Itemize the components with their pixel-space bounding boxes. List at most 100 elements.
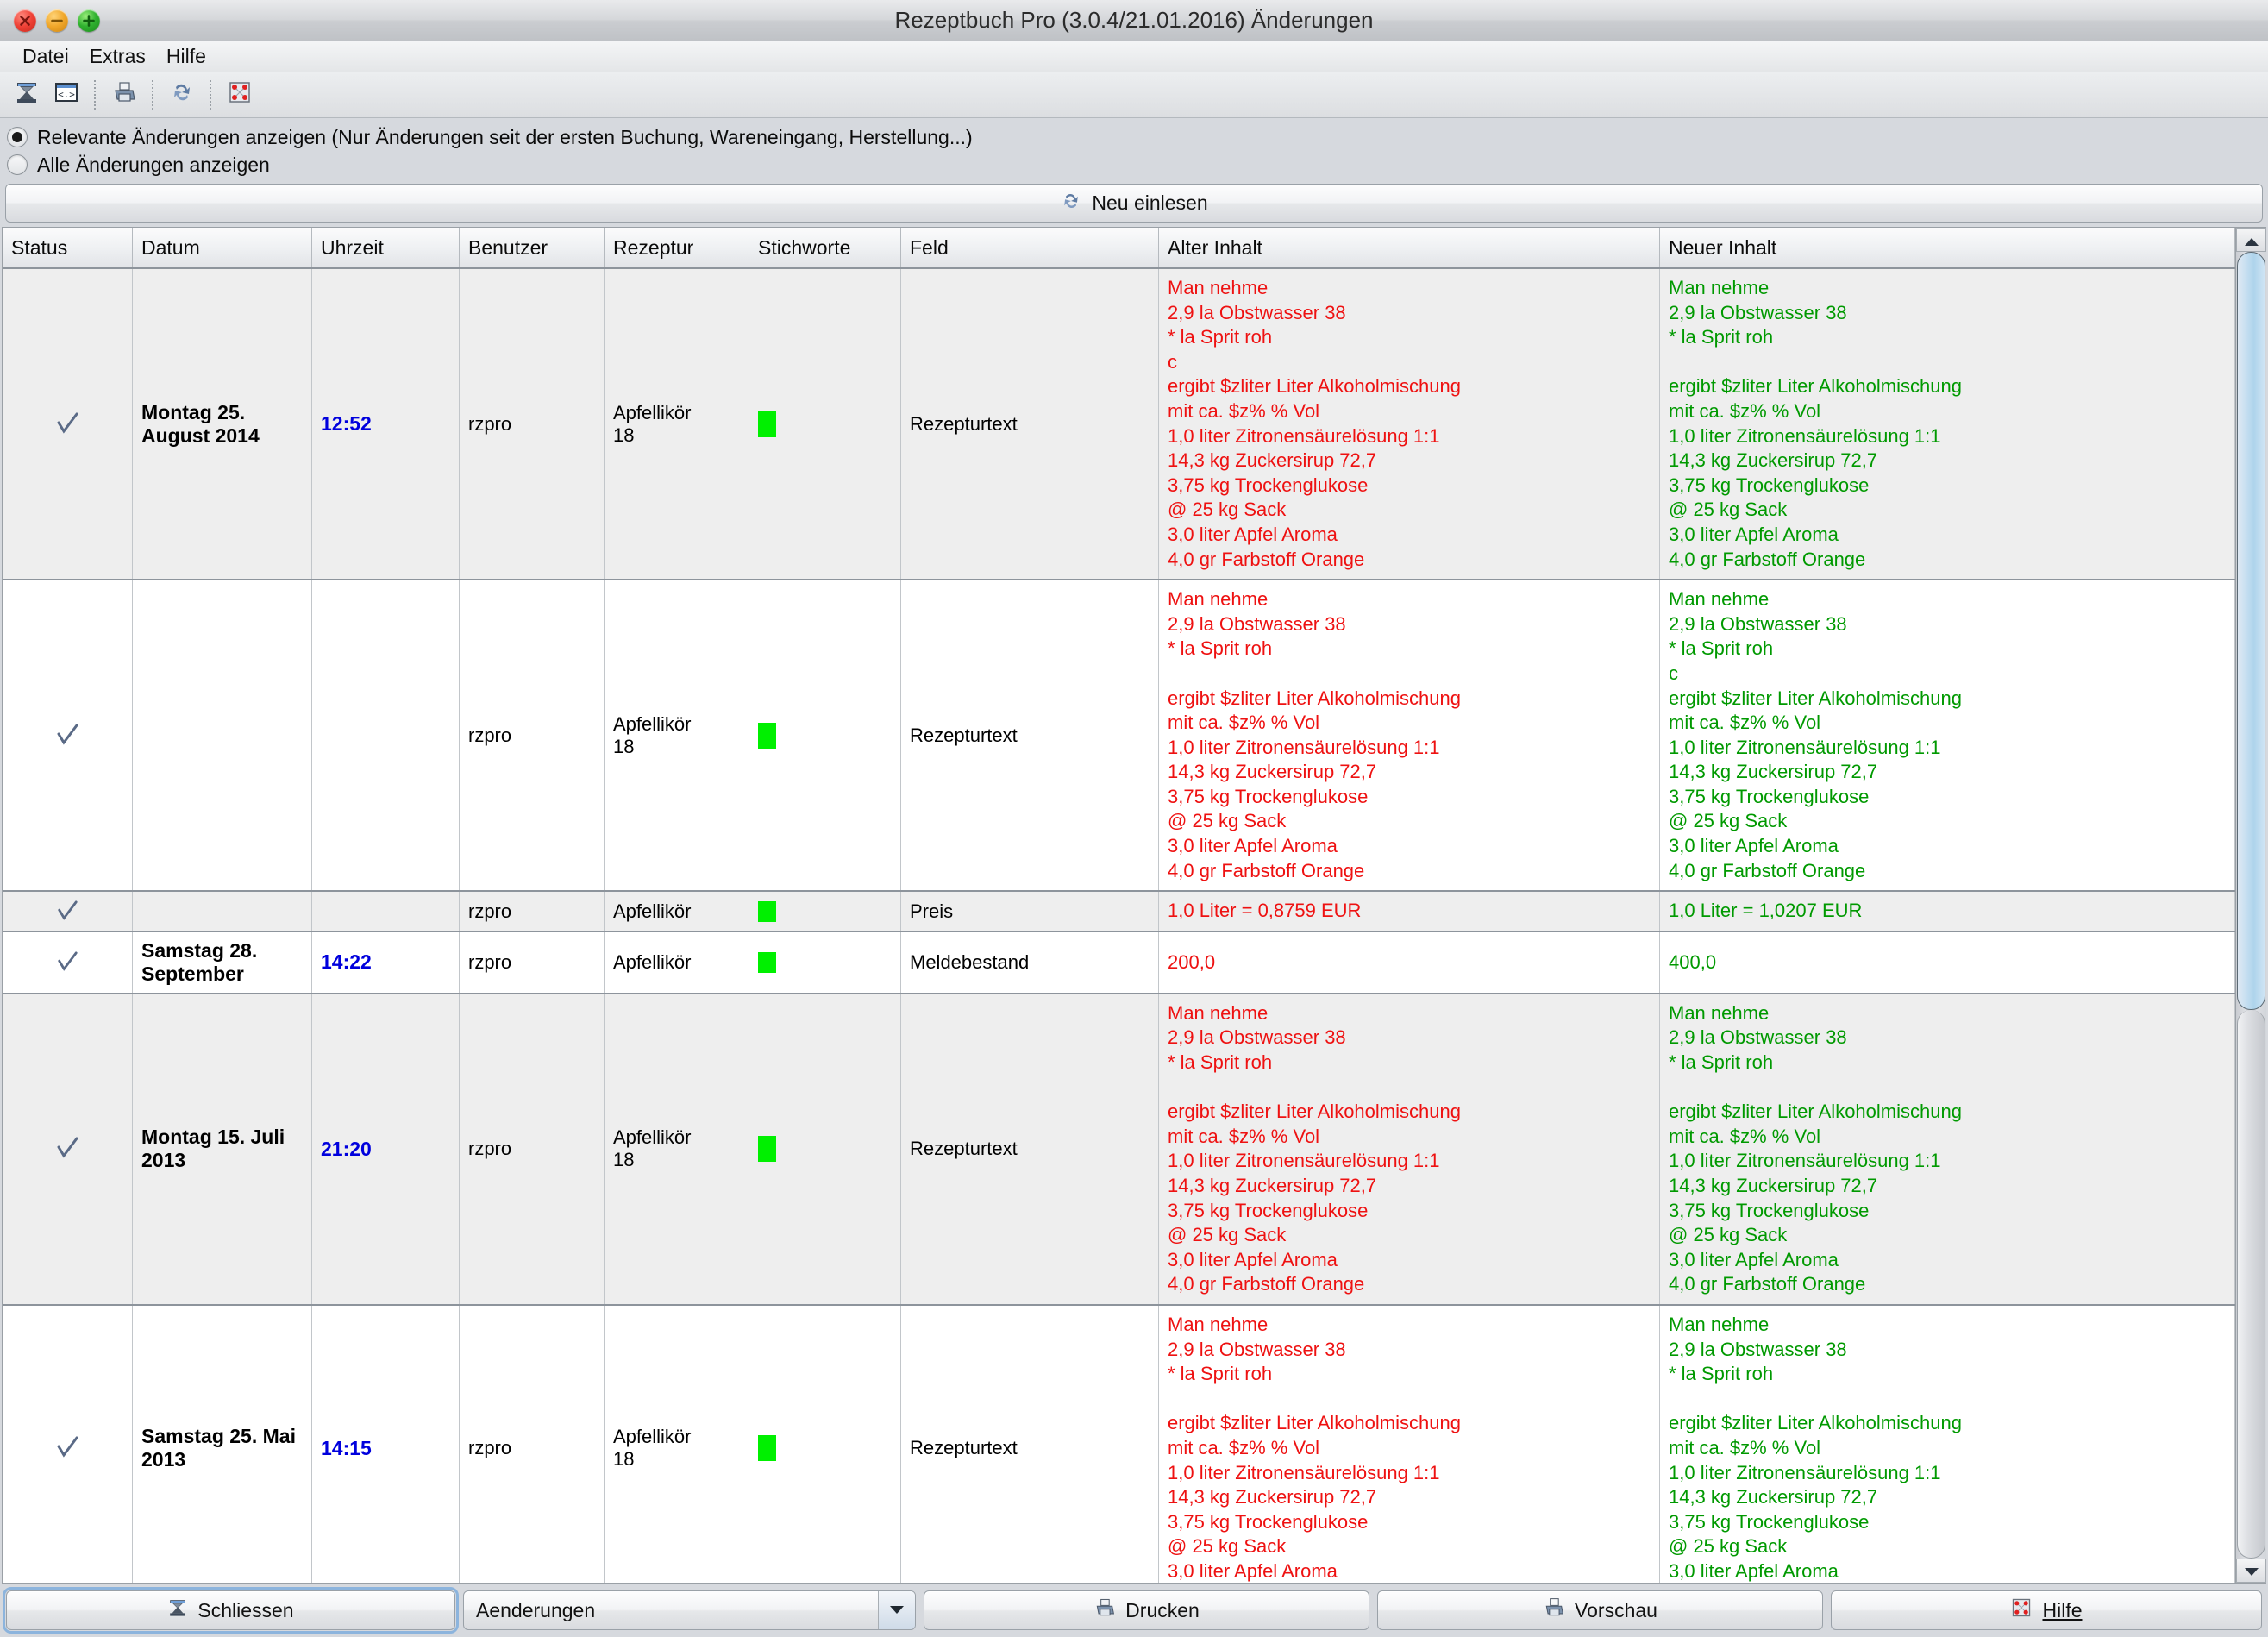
cell-feld: Meldebestand (900, 931, 1159, 994)
cell-status (3, 268, 133, 581)
column-header-datum[interactable]: Datum (132, 228, 312, 269)
close-button[interactable] (14, 9, 36, 32)
printer-icon (111, 79, 137, 110)
cell-neuer-inhalt: Man nehme 2,9 la Obstwasser 38 * la Spri… (1659, 993, 2235, 1306)
help-icon-button[interactable] (220, 75, 260, 115)
check-icon (11, 412, 123, 436)
cell-alter-inhalt: Man nehme 2,9 la Obstwasser 38 * la Spri… (1158, 268, 1660, 581)
table-row[interactable]: Montag 15. Juli 2013 21:20 rzpro Apfelli… (3, 993, 2235, 1306)
report-select-value: Aenderungen (476, 1598, 596, 1621)
refresh-icon-button[interactable] (162, 75, 202, 115)
cell-datum: Samstag 28. September (132, 931, 312, 994)
cell-datum (132, 891, 312, 932)
cell-datum: Montag 25. August 2014 (132, 268, 312, 581)
green-marker-icon (758, 722, 776, 749)
cell-neuer-inhalt: Man nehme 2,9 la Obstwasser 38 * la Spri… (1659, 268, 2235, 581)
cell-status (3, 891, 133, 932)
vertical-scrollbar[interactable] (2235, 228, 2266, 1583)
scroll-down-button[interactable] (2236, 1559, 2266, 1583)
table-header: Status Datum Uhrzeit Benutzer Rezeptur S… (3, 228, 2235, 269)
refresh-icon (1060, 190, 1082, 217)
cell-rezeptur: Apfellikör (604, 891, 749, 932)
scrollbar-thumb[interactable] (2237, 252, 2265, 1010)
cell-status (3, 1304, 133, 1583)
column-header-neuer-inhalt[interactable]: Neuer Inhalt (1659, 228, 2235, 269)
column-header-rezeptur[interactable]: Rezeptur (604, 228, 749, 269)
help-button-label: Hilfe (2042, 1598, 2083, 1621)
column-header-benutzer[interactable]: Benutzer (459, 228, 605, 269)
refresh-icon (169, 79, 195, 110)
green-marker-icon (758, 1136, 776, 1163)
cell-status (3, 931, 133, 994)
table-body: Montag 25. August 2014 12:52 rzpro Apfel… (3, 268, 2235, 1583)
title-bar: Rezeptbuch Pro (3.0.4/21.01.2016) Änderu… (0, 0, 2268, 41)
preview-button[interactable]: Vorschau (1377, 1590, 1823, 1630)
help-button[interactable]: Hilfe (1831, 1590, 2262, 1630)
menu-item-hilfe[interactable]: Hilfe (166, 45, 206, 67)
cell-alter-inhalt: Man nehme 2,9 la Obstwasser 38 * la Spri… (1158, 993, 1660, 1306)
scroll-up-button[interactable] (2236, 228, 2266, 252)
cell-alter-inhalt: 200,0 (1158, 931, 1660, 994)
changes-table-area: Status Datum Uhrzeit Benutzer Rezeptur S… (2, 227, 2266, 1584)
menu-item-datei[interactable]: Datei (22, 45, 69, 67)
cell-uhrzeit: 12:52 (311, 268, 460, 581)
column-header-uhrzeit[interactable]: Uhrzeit (311, 228, 460, 269)
cell-benutzer: rzpro (459, 931, 605, 994)
column-header-feld[interactable]: Feld (900, 228, 1159, 269)
maximize-button[interactable] (78, 9, 100, 32)
window-title: Rezeptbuch Pro (3.0.4/21.01.2016) Änderu… (894, 7, 1374, 33)
scrollbar-track[interactable] (2236, 252, 2266, 1559)
cell-uhrzeit: 21:20 (311, 993, 460, 1306)
check-icon (11, 724, 123, 748)
table-row[interactable]: rzpro Apfellikör 18 Rezepturtext Man neh… (3, 580, 2235, 893)
radio-relevant-indicator[interactable] (7, 127, 28, 147)
reload-button[interactable]: Neu einlesen (5, 184, 2263, 223)
check-icon (11, 1137, 123, 1161)
cell-alter-inhalt: 1,0 Liter = 0,8759 EUR (1158, 891, 1660, 932)
table-row[interactable]: Montag 25. August 2014 12:52 rzpro Apfel… (3, 268, 2235, 581)
check-icon (11, 900, 123, 923)
cell-neuer-inhalt: 1,0 Liter = 1,0207 EUR (1659, 891, 2235, 932)
footer-button-bar: Schliessen Aenderungen Drucken (0, 1584, 2268, 1637)
toolbar-separator (94, 80, 97, 110)
minimize-button[interactable] (46, 9, 68, 32)
cell-stichworte (749, 931, 901, 994)
cell-neuer-inhalt: Man nehme 2,9 la Obstwasser 38 * la Spri… (1659, 1304, 2235, 1583)
cell-benutzer: rzpro (459, 1304, 605, 1583)
radio-alle-label: Alle Änderungen anzeigen (37, 153, 270, 176)
cell-stichworte (749, 580, 901, 893)
code-window-icon-button[interactable]: <.> (47, 75, 86, 115)
toolbar-separator (152, 80, 154, 110)
check-icon (11, 951, 123, 974)
cell-rezeptur: Apfellikör 18 (604, 268, 749, 581)
print-button[interactable]: Drucken (924, 1590, 1369, 1630)
radio-option-relevant[interactable]: Relevante Änderungen anzeigen (Nur Änder… (7, 123, 2268, 151)
report-select[interactable]: Aenderungen (463, 1590, 916, 1630)
table-row[interactable]: Samstag 28. September 14:22 rzpro Apfell… (3, 931, 2235, 994)
scrollbar-track-lower[interactable] (2237, 1009, 2265, 1559)
printer-icon (1093, 1596, 1116, 1624)
cell-alter-inhalt: Man nehme 2,9 la Obstwasser 38 * la Spri… (1158, 1304, 1660, 1583)
cell-stichworte (749, 891, 901, 932)
cell-benutzer: rzpro (459, 580, 605, 893)
column-header-stichworte[interactable]: Stichworte (749, 228, 901, 269)
column-header-alter-inhalt[interactable]: Alter Inhalt (1158, 228, 1660, 269)
help-icon (227, 79, 253, 110)
toolbar-separator (210, 80, 212, 110)
changes-table: Status Datum Uhrzeit Benutzer Rezeptur S… (3, 228, 2235, 1583)
table-row[interactable]: rzpro Apfellikör Preis 1,0 Liter = 0,875… (3, 891, 2235, 932)
cell-uhrzeit: 14:15 (311, 1304, 460, 1583)
radio-option-alle[interactable]: Alle Änderungen anzeigen (7, 151, 2268, 179)
exit-icon-button[interactable] (7, 75, 47, 115)
printer-icon-button[interactable] (104, 75, 144, 115)
table-header-row: Status Datum Uhrzeit Benutzer Rezeptur S… (3, 228, 2235, 269)
menu-item-extras[interactable]: Extras (89, 45, 146, 67)
column-header-status[interactable]: Status (3, 228, 133, 269)
filter-radio-group: Relevante Änderungen anzeigen (Nur Änder… (0, 118, 2268, 182)
radio-alle-indicator[interactable] (7, 154, 28, 175)
close-window-button[interactable]: Schliessen (3, 1587, 459, 1634)
print-button-label: Drucken (1125, 1598, 1200, 1621)
table-row[interactable]: Samstag 25. Mai 2013 14:15 rzpro Apfelli… (3, 1304, 2235, 1583)
chevron-down-icon[interactable] (878, 1591, 915, 1629)
